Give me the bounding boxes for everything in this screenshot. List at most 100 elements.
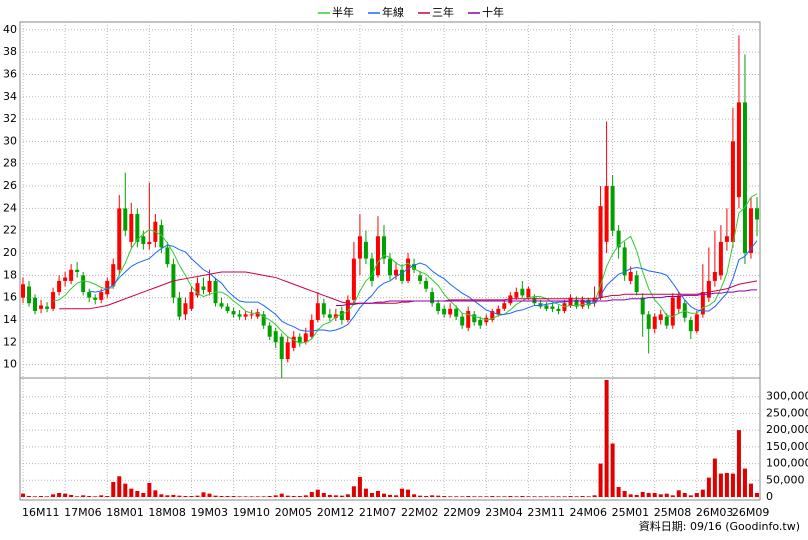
volume-bar (574, 496, 579, 497)
candle-body (388, 258, 392, 276)
volume-tick-label: 150,000 (766, 440, 808, 453)
y-tick-label: 12 (3, 335, 17, 348)
candle-body (646, 314, 651, 329)
candle-body (81, 275, 86, 293)
candles (21, 35, 759, 378)
candle-body (712, 271, 717, 281)
volume-tick-label: 50,000 (766, 473, 805, 486)
volume-bar (586, 496, 591, 497)
volume-bar (550, 496, 555, 497)
volume-bar (454, 496, 459, 497)
volume-bar (646, 492, 651, 497)
volume-bar (309, 491, 314, 497)
x-tick-label: 18M08 (148, 506, 186, 519)
volume-bar (297, 495, 302, 497)
x-tick-label: 16M11 (22, 506, 60, 519)
source-note: 資料日期: 09/16 (Goodinfo.tw) (639, 519, 800, 533)
candle-body (628, 271, 633, 281)
y-tick-label: 16 (3, 291, 17, 304)
candle-body (514, 292, 519, 298)
volume-bar (484, 496, 489, 497)
candle-body (418, 275, 423, 281)
candle-body (412, 264, 417, 270)
candle-body (99, 292, 104, 300)
volume-bar (165, 495, 170, 497)
volume-bar (177, 495, 182, 497)
candle-body (598, 206, 603, 298)
candle-body (478, 319, 483, 326)
volume-bar (436, 495, 441, 497)
volume-bar (315, 489, 320, 497)
candle-body (448, 308, 453, 315)
volume-bar (418, 495, 423, 497)
volume-tick-label: 300,000 (766, 390, 808, 403)
volume-bar (742, 468, 747, 497)
y-tick-label: 40 (3, 23, 17, 36)
candle-body (640, 297, 645, 315)
volume-bar (207, 493, 212, 497)
candle-body (333, 314, 338, 318)
candle-body (219, 303, 224, 307)
volume-bar (532, 496, 537, 497)
candle-body (700, 292, 705, 315)
candle-body (273, 331, 278, 343)
candle-body (111, 264, 116, 287)
volume-bar (466, 495, 471, 497)
volume-bar (430, 495, 435, 497)
volume-bar (616, 486, 621, 497)
volume-tick-label: 250,000 (766, 406, 808, 419)
candle-body (736, 102, 741, 198)
volume-bar (339, 495, 344, 497)
volume-bar (478, 496, 483, 497)
candle-body (261, 314, 266, 326)
volume-bar (652, 492, 657, 497)
volume-bar (63, 493, 68, 497)
volume-bar (400, 488, 405, 497)
candle-body (670, 297, 675, 326)
labels: 10 12 14 16 18 20 22 24 26 28 30 32 34 36 38 40 0 50,000 1… (3, 23, 808, 519)
volume-bar (51, 494, 56, 497)
volume-bar (526, 496, 531, 497)
volume-bar (195, 495, 200, 497)
volume-bar (225, 495, 230, 497)
candle-body (550, 306, 555, 309)
candle-body (51, 292, 56, 309)
volume-panel (21, 380, 759, 497)
volume-tick-label: 100,000 (766, 457, 808, 470)
volume-bar (754, 492, 759, 497)
volume-bar (388, 494, 392, 497)
volume-bar (45, 496, 50, 497)
volume-bar (544, 496, 549, 497)
volume-bar (394, 495, 399, 497)
volume-bar (682, 492, 687, 497)
candle-body (586, 299, 591, 306)
volume-bar (33, 496, 38, 497)
volume-bar (237, 496, 242, 497)
candle-body (27, 286, 32, 304)
candle-body (189, 292, 194, 309)
candle-body (664, 316, 669, 326)
x-tick-label: 24M06 (569, 506, 607, 519)
volume-bar (327, 494, 332, 497)
volume-bar (267, 495, 272, 497)
candle-body (490, 311, 495, 320)
candle-body (381, 236, 386, 259)
volume-bar (472, 496, 477, 497)
volume-bar (628, 494, 633, 497)
candle-body (544, 305, 549, 309)
candle-body (634, 275, 639, 293)
x-tick-label: 22M02 (401, 506, 439, 519)
y-tick-label: 22 (3, 224, 17, 237)
volume-bar (490, 495, 495, 497)
candle-body (123, 208, 128, 231)
volume-bar (363, 488, 368, 497)
volume-bar (57, 492, 62, 497)
volume-bar (75, 496, 80, 497)
candle-body (580, 299, 585, 307)
volume-bar (496, 496, 501, 497)
volume-bar (688, 495, 693, 497)
candle-body (610, 186, 615, 231)
candle-body (688, 319, 693, 332)
candle-body (430, 292, 435, 304)
volume-bar (658, 494, 663, 497)
